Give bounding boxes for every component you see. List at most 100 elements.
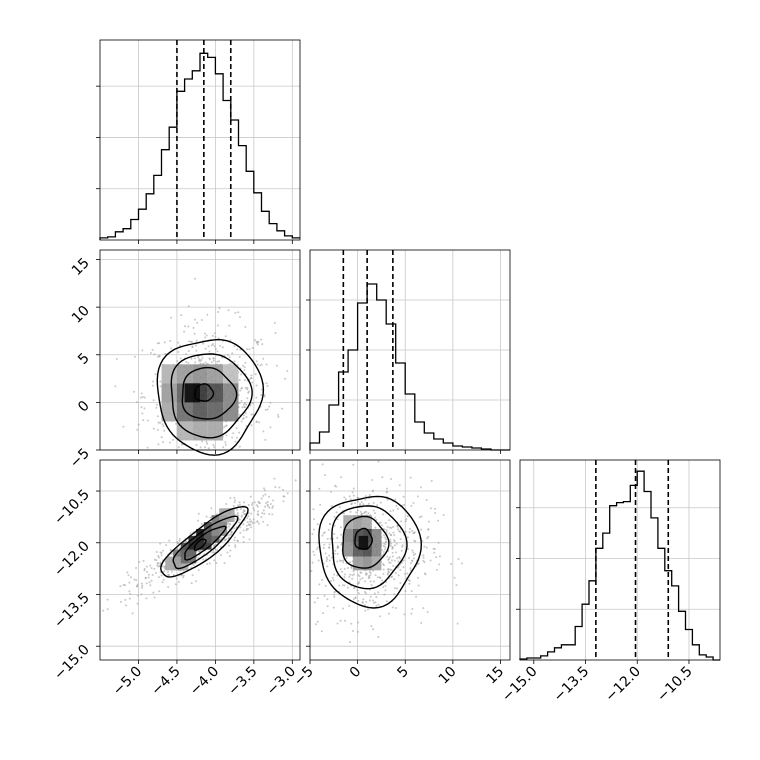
scatter-point: [161, 581, 164, 584]
scatter-point: [426, 611, 429, 614]
scatter-point: [229, 362, 232, 365]
scatter-point: [145, 597, 148, 600]
scatter-point: [212, 443, 215, 446]
scatter-point: [364, 495, 367, 498]
scatter-point: [234, 499, 237, 502]
scatter-point: [398, 530, 401, 533]
scatter-point: [245, 529, 248, 532]
scatter-point: [262, 509, 265, 512]
scatter-point: [333, 524, 336, 527]
scatter-point: [235, 436, 238, 439]
scatter-point: [359, 503, 362, 506]
scatter-point: [384, 546, 387, 549]
scatter-point: [387, 557, 390, 560]
scatter-point: [350, 622, 353, 625]
scatter-point: [258, 421, 261, 424]
scatter-point: [248, 518, 251, 521]
scatter-point: [193, 332, 196, 335]
scatter-point: [207, 345, 210, 348]
scatter-point: [410, 612, 413, 615]
scatter-point: [128, 581, 131, 584]
scatter-point: [192, 564, 195, 567]
scatter-point: [208, 562, 211, 565]
scatter-point: [229, 549, 232, 552]
scatter-point: [244, 361, 247, 364]
scatter-point: [282, 500, 285, 503]
scatter-point: [149, 352, 152, 355]
scatter-point: [233, 360, 236, 363]
scatter-point: [395, 606, 398, 609]
scatter-point: [146, 446, 149, 449]
scatter-point: [312, 508, 315, 511]
scatter-point: [155, 406, 158, 409]
scatter-point: [294, 479, 297, 482]
scatter-point: [238, 401, 241, 404]
scatter-point: [360, 501, 363, 504]
scatter-point: [261, 343, 264, 346]
scatter-point: [248, 538, 251, 541]
scatter-point: [353, 586, 356, 589]
scatter-point: [233, 536, 236, 539]
scatter-point: [318, 583, 321, 586]
scatter-point: [377, 635, 380, 638]
scatter-point: [365, 573, 368, 576]
scatter-point: [211, 334, 214, 337]
scatter-point: [326, 598, 329, 601]
scatter-point: [141, 584, 144, 587]
x-tick-label: 10: [436, 664, 460, 688]
scatter-point: [140, 392, 143, 395]
scatter-point: [420, 528, 423, 531]
scatter-point: [119, 600, 122, 603]
scatter-point: [205, 515, 208, 518]
density-cell: [362, 556, 372, 571]
scatter-point: [389, 544, 392, 547]
scatter-point: [353, 573, 356, 576]
scatter-point: [371, 479, 374, 482]
scatter-point: [422, 556, 425, 559]
scatter-point: [240, 514, 243, 517]
scatter-point: [408, 531, 411, 534]
y-tick-label: −10.5: [51, 487, 93, 529]
scatter-point: [213, 446, 216, 449]
scatter-point: [137, 423, 140, 426]
scatter-point: [372, 501, 375, 504]
panel-2-0: [100, 460, 300, 660]
panel-frame: [99, 249, 301, 451]
scatter-point: [342, 559, 345, 562]
scatter-point: [394, 498, 397, 501]
x-tick-label: −4.5: [148, 664, 183, 699]
scatter-point: [266, 408, 269, 411]
scatter-point: [138, 560, 141, 563]
scatter-point: [174, 422, 177, 425]
scatter-point: [359, 510, 362, 513]
scatter-point: [183, 330, 186, 333]
scatter-point: [247, 523, 250, 526]
scatter-point: [246, 388, 249, 391]
scatter-point: [209, 516, 212, 519]
scatter-point: [384, 536, 387, 539]
contour-layer: [156, 338, 423, 609]
x-tick-label: 5: [394, 664, 412, 682]
scatter-point: [286, 370, 289, 373]
scatter-point: [214, 347, 217, 350]
scatter-point: [352, 487, 355, 490]
scatter-point: [218, 360, 221, 363]
scatter-point: [269, 426, 272, 429]
scatter-point: [256, 505, 259, 508]
scatter-point: [205, 440, 208, 443]
scatter-point: [228, 324, 231, 327]
scatter-point: [142, 419, 145, 422]
scatter-point: [324, 584, 327, 587]
density-cell: [343, 515, 353, 529]
scatter-point: [283, 495, 286, 498]
scatter-point: [160, 554, 163, 557]
scatter-point: [323, 543, 326, 546]
scatter-point: [357, 496, 360, 499]
scatter-point: [255, 360, 258, 363]
scatter-point: [153, 353, 156, 356]
scatter-point: [369, 572, 372, 575]
scatter-point: [332, 606, 335, 609]
scatter-point: [239, 531, 242, 534]
scatter-point: [401, 545, 404, 548]
scatter-point: [274, 332, 277, 335]
